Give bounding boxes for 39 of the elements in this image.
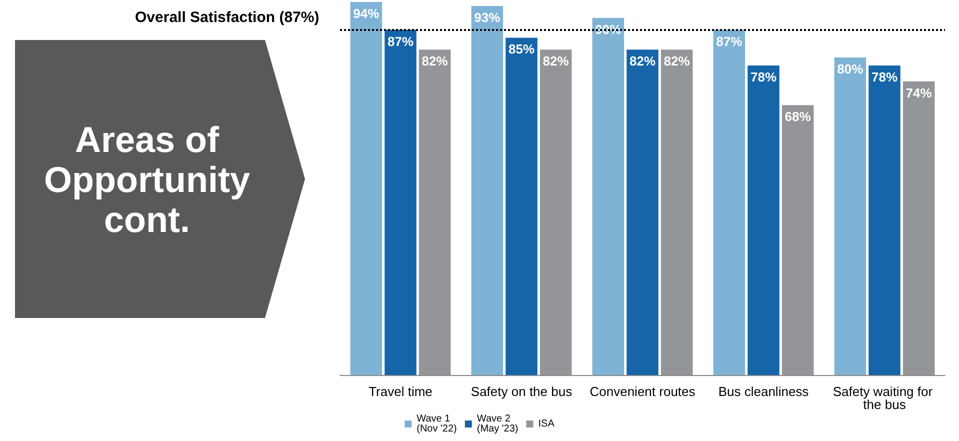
data-label: 74% xyxy=(906,85,932,100)
data-label: 82% xyxy=(629,54,656,69)
data-label: 80% xyxy=(837,62,864,77)
x-tick-label: Safety waiting for the bus xyxy=(832,384,936,412)
bar xyxy=(540,50,572,375)
legend-label: Wave 2 (May '23) xyxy=(476,414,518,434)
bar xyxy=(902,81,935,375)
data-label: 82% xyxy=(664,54,690,69)
legend-label: ISA xyxy=(538,418,555,430)
bar xyxy=(471,6,504,375)
bar xyxy=(713,30,746,375)
bar xyxy=(384,30,416,375)
x-tick-label: Convenient routes xyxy=(590,384,696,399)
bar xyxy=(868,65,900,375)
bar xyxy=(592,18,624,375)
data-label: 93% xyxy=(474,10,501,25)
bar xyxy=(350,2,382,375)
data-label: 94% xyxy=(353,6,380,21)
data-label: 68% xyxy=(784,109,812,124)
bar xyxy=(748,65,780,375)
data-label: 87% xyxy=(716,34,743,49)
text: Areas of Opportunity cont. xyxy=(43,118,251,240)
x-tick-label: Bus cleanliness xyxy=(718,384,810,399)
x-tick-label: Travel time xyxy=(368,384,432,399)
legend-label: Wave 1 (Nov '22) xyxy=(416,414,457,434)
bar xyxy=(782,105,814,375)
data-label: 82% xyxy=(422,54,448,69)
data-label: 87% xyxy=(387,34,414,49)
data-label: 85% xyxy=(508,42,535,57)
bar xyxy=(660,50,693,375)
data-label: 82% xyxy=(542,54,570,69)
data-label: 78% xyxy=(750,69,777,84)
data-label: 78% xyxy=(871,69,898,84)
bar xyxy=(506,38,538,375)
ref-line-label: Overall Satisfaction (87%) xyxy=(135,8,320,26)
bar xyxy=(418,50,451,375)
x-tick-label: Safety on the bus xyxy=(470,384,573,399)
bar xyxy=(626,50,658,375)
bar xyxy=(834,58,866,375)
